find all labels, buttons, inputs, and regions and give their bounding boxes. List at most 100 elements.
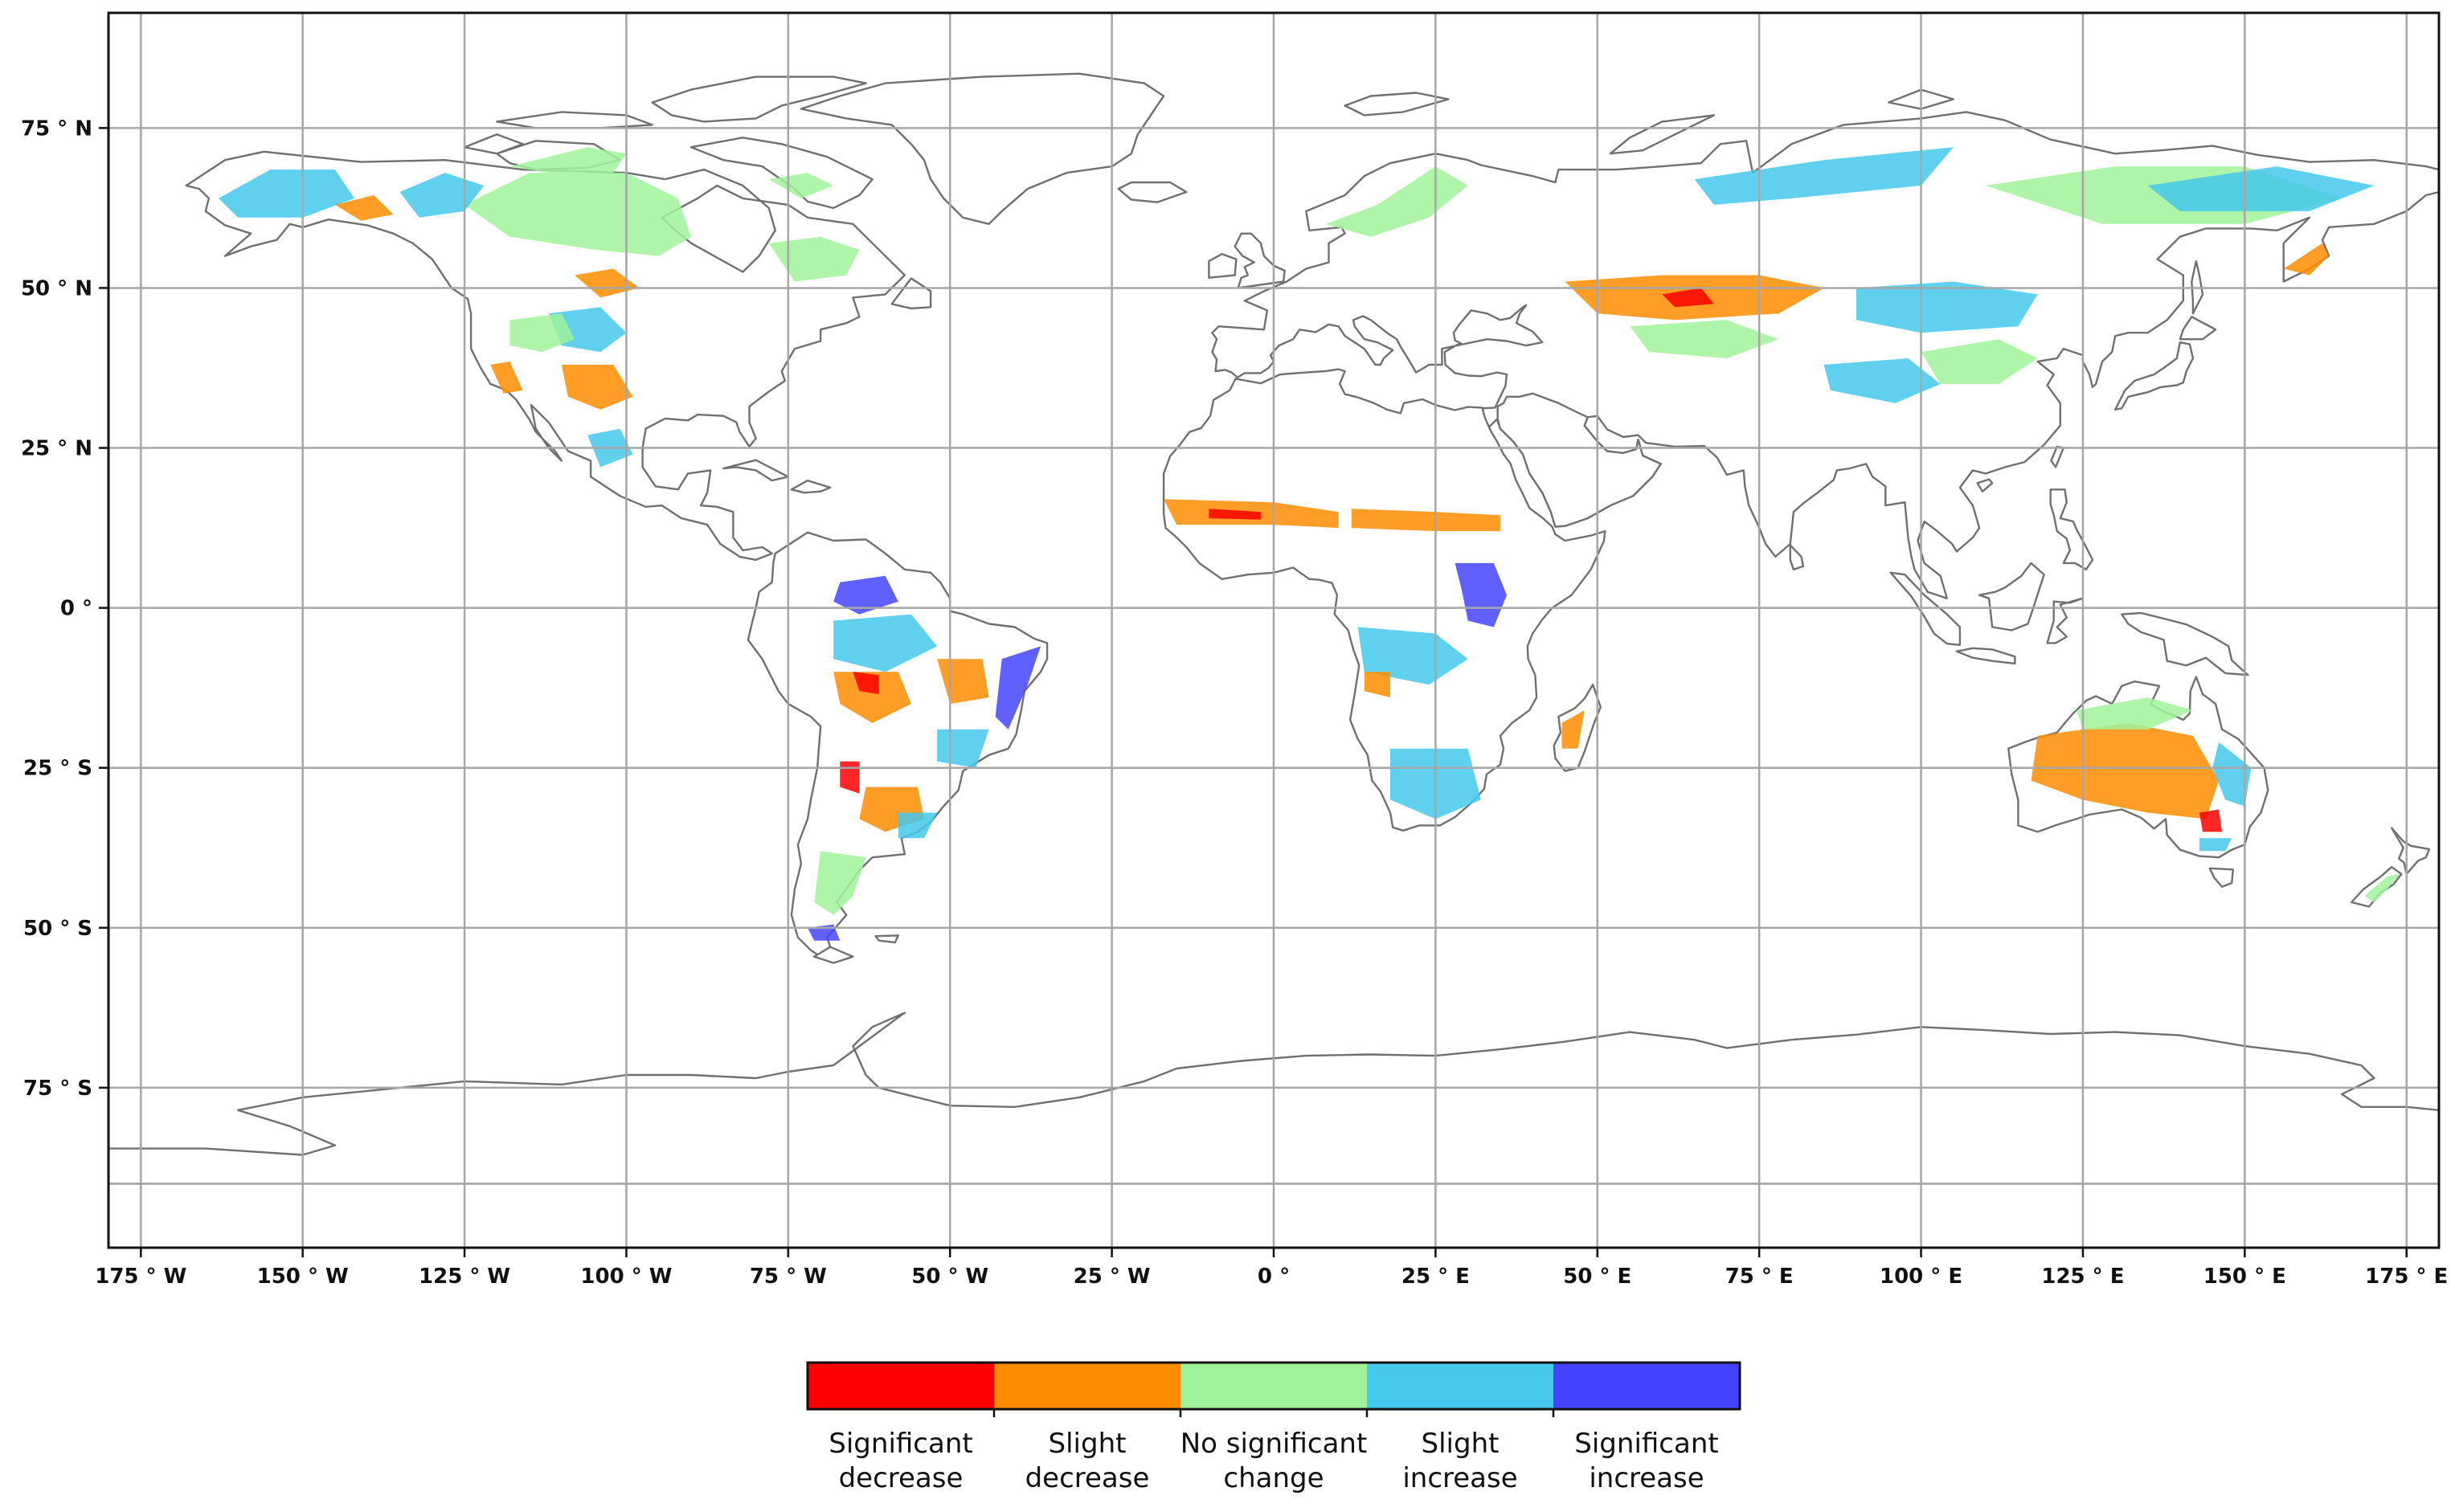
x-tick-label: 50 ° E — [1563, 1265, 1631, 1289]
legend-swatch-no-change — [1180, 1363, 1367, 1409]
x-tick-label: 175 ° W — [95, 1265, 186, 1289]
x-tick-label: 0 ° — [1258, 1265, 1290, 1289]
landmass-japan — [2113, 341, 2195, 411]
landmass-ellesmere — [651, 76, 867, 123]
landmass-borneo — [1978, 562, 2045, 631]
change-region-madagascar-veg — [1561, 710, 1585, 749]
landmass-falklands — [874, 934, 900, 944]
change-region-us-southwest — [561, 365, 633, 410]
legend-swatch-slight-inc — [1367, 1363, 1553, 1409]
legend-label-sig-dec-line1: Significant — [829, 1428, 972, 1460]
legend-swatch-sig-dec — [808, 1363, 994, 1409]
landmass-nz-north — [2390, 827, 2431, 876]
landmass-hispaniola — [790, 479, 832, 494]
landmass-greenland — [800, 72, 1165, 225]
legend-swatch-slight-dec — [994, 1363, 1180, 1409]
change-region-baffin-veg — [768, 173, 834, 198]
change-region-patagonia — [814, 851, 866, 915]
change-region-prairies — [575, 268, 640, 298]
legend-label-no-change-line1: No significant — [1180, 1428, 1368, 1460]
y-tick-label: 0 ° — [60, 597, 92, 621]
change-region-us-rockies — [509, 313, 575, 353]
landmass-banks — [463, 133, 524, 155]
landmass-europe-asia — [1211, 111, 2439, 599]
x-tick-label: 125 ° E — [2041, 1265, 2124, 1289]
change-region-australia-east — [2212, 742, 2252, 807]
change-region-china-north — [1921, 339, 2038, 384]
change-region-nz-veg — [2364, 873, 2400, 902]
change-region-yukon — [334, 195, 394, 221]
change-region-quebec — [768, 236, 860, 282]
change-region-mongolia — [1856, 281, 2038, 333]
map-plot-area: 175 ° W 150 ° W 125 ° W 100 ° W 75 ° W 50 ° W… — [21, 11, 2448, 1289]
change-region-uruguay — [898, 812, 938, 839]
longitude-axis: 175 ° W 150 ° W 125 ° W 100 ° W 75 ° W 50 ° W… — [95, 1248, 2448, 1289]
legend-swatch-sig-inc — [1553, 1363, 1740, 1409]
change-region-canada-arctic — [509, 147, 627, 174]
legend-label-slight-inc-line2: increase — [1402, 1462, 1517, 1494]
change-region-murray-darling — [2199, 809, 2223, 832]
landmass-cuba — [722, 459, 789, 482]
x-tick-label: 75 ° W — [750, 1265, 827, 1289]
change-region-tibet-north — [1823, 358, 1941, 403]
change-region-fennoscandia — [1325, 166, 1468, 237]
change-region-central-asia — [1630, 320, 1779, 358]
change-region-sahel-core — [1209, 509, 1261, 520]
graticule-grid — [108, 13, 2439, 1248]
landmass-svalbard — [1344, 92, 1450, 116]
change-region-argentina-nw — [840, 761, 860, 794]
landmass-sri-lanka — [1789, 544, 1805, 570]
legend-label-slight-inc-line1: Slight — [1422, 1428, 1500, 1460]
x-tick-label: 175 ° E — [2365, 1265, 2448, 1289]
landmass-newfoundland — [890, 277, 932, 310]
landmass-hainan — [1976, 478, 1994, 492]
x-tick-label: 150 ° E — [2203, 1265, 2286, 1289]
change-region-kazakh-core — [1662, 288, 1714, 308]
landmass-tasmania — [2208, 867, 2235, 889]
change-region-bolivia — [833, 672, 911, 723]
legend-label-slight-dec-line1: Slight — [1049, 1428, 1127, 1460]
change-region-kamchatka — [2283, 243, 2330, 276]
change-region-amazon — [833, 614, 938, 672]
y-tick-label: 25 ° S — [23, 757, 92, 781]
landmass-tierra-del-fuego — [812, 946, 854, 964]
y-tick-label: 75 ° N — [21, 116, 92, 141]
change-region-angola — [1364, 672, 1390, 698]
change-region-east-siberia — [2147, 166, 2375, 211]
x-tick-label: 100 ° E — [1880, 1265, 1962, 1289]
change-region-sahel-east — [1351, 509, 1500, 532]
x-tick-label: 150 ° W — [257, 1265, 349, 1289]
x-tick-label: 50 ° W — [911, 1265, 988, 1289]
x-tick-label: 100 ° W — [580, 1265, 672, 1289]
landmass-ireland — [1208, 253, 1238, 279]
change-region-nw-canada — [399, 173, 485, 218]
change-region-australia-interior — [2031, 723, 2220, 819]
legend-colorbar-frame — [806, 1361, 1741, 1411]
legend-label-sig-inc-line2: increase — [1589, 1462, 1704, 1494]
change-region-california — [490, 362, 523, 394]
x-tick-label: 75 ° E — [1725, 1265, 1794, 1289]
change-region-amazon-north — [833, 575, 898, 615]
x-tick-label: 125 ° W — [419, 1265, 510, 1289]
change-region-canada-tundra — [464, 173, 691, 256]
change-region-alaska — [218, 170, 355, 218]
landmass-baffin — [689, 137, 874, 210]
landmass-java — [1955, 647, 2016, 665]
y-tick-label: 50 ° S — [23, 917, 92, 941]
landmass-great-britain — [1234, 232, 1286, 289]
legend-label-sig-inc-line1: Significant — [1574, 1428, 1718, 1460]
landmass-new-guinea — [2121, 611, 2249, 676]
legend-label-no-change-line2: change — [1223, 1462, 1324, 1494]
landmass-hokkaido — [2179, 316, 2217, 341]
change-region-australia-north — [2076, 697, 2193, 729]
y-tick-label: 25 ° N — [21, 437, 92, 461]
change-region-east-africa — [1455, 562, 1507, 627]
change-region-ne-brazil — [995, 646, 1041, 729]
change-region-victoria-veg — [2199, 838, 2232, 852]
landmass-north-america — [185, 150, 906, 562]
landmass-south-america — [747, 531, 1049, 958]
legend-label-sig-dec-line2: decrease — [839, 1462, 964, 1494]
latitude-axis: 75 ° N 50 ° N 25 ° N 0 ° 25 ° S 50 ° S 75 ° S — [21, 116, 108, 1101]
